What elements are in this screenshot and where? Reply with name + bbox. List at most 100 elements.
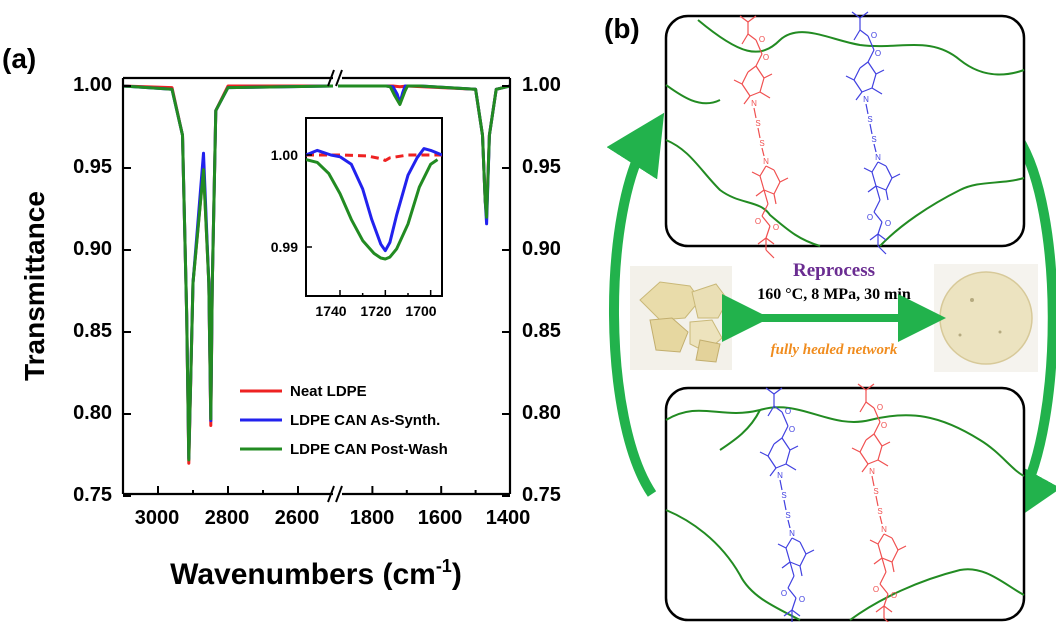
svg-text:N: N (777, 471, 783, 480)
series-line-2-left (124, 84, 334, 462)
right-y-tick-label: 0.90 (522, 238, 561, 260)
x-tick-label: 2800 (205, 507, 250, 529)
series-line-1-left (124, 84, 334, 460)
right-y-tick-labels: 1.00 0.95 0.90 0.85 0.80 0.75 (522, 74, 561, 506)
inset-ticks (306, 154, 432, 296)
right-y-tick-label: 0.85 (522, 320, 561, 342)
svg-text:O: O (763, 53, 769, 62)
inset-x-tick-label: 1720 (360, 303, 391, 319)
axis-break-marks (327, 69, 343, 503)
series-line-2-right (338, 84, 510, 219)
y-axis-title: Transmittance (19, 191, 50, 381)
cycle-arrow-left (606, 112, 665, 497)
reprocess-conditions: 160 °C, 8 MPa, 30 min (757, 286, 911, 303)
svg-text:N: N (863, 95, 869, 104)
svg-text:N: N (789, 529, 795, 538)
panel-a-label: (a) (2, 43, 36, 74)
polymer-chains (665, 406, 1025, 621)
legend-item-post-wash: LDPE CAN Post-Wash (240, 441, 448, 458)
polymer-chains (665, 19, 1025, 247)
svg-text:S: S (755, 119, 760, 128)
legend-label: LDPE CAN Post-Wash (290, 441, 448, 458)
svg-text:S: S (781, 491, 786, 500)
inset-series-line-2 (306, 158, 439, 261)
svg-text:O: O (789, 425, 795, 434)
inset-x-tick-label: 1700 (405, 303, 436, 319)
svg-text:N: N (875, 153, 881, 162)
x-tick-label: 1600 (418, 507, 463, 529)
inset-y-tick-label: 1.00 (271, 147, 298, 163)
x-tick-label: 2600 (275, 507, 320, 529)
inset-x-tick-label: 1740 (315, 303, 346, 319)
left-y-tick-label: 1.00 (73, 74, 112, 96)
reprocess-title: Reprocess (793, 260, 875, 281)
svg-text:S: S (877, 507, 882, 516)
svg-text:N: N (869, 467, 875, 476)
svg-text:O: O (785, 407, 791, 416)
svg-text:O: O (873, 585, 879, 594)
legend-item-neat-ldpe: Neat LDPE (240, 383, 367, 400)
svg-text:O: O (871, 31, 877, 40)
left-y-tick-label: 0.80 (73, 402, 112, 424)
svg-text:N: N (881, 525, 887, 534)
main-series-left-segment (124, 84, 334, 465)
svg-text:N: N (751, 99, 757, 108)
legend-label: LDPE CAN As-Synth. (290, 412, 440, 429)
x-axis-title-sup: -1 (436, 556, 452, 576)
svg-text:O: O (781, 589, 787, 598)
left-y-tick-label: 0.85 (73, 320, 112, 342)
left-y-tick-label: 0.95 (73, 156, 112, 178)
right-y-tick-label: 0.80 (522, 402, 561, 424)
right-y-tick-label: 1.00 (522, 74, 561, 96)
svg-text:S: S (871, 135, 876, 144)
inset-frame (305, 117, 443, 297)
left-y-tick-label: 0.75 (73, 484, 112, 506)
legend: Neat LDPE LDPE CAN As-Synth. LDPE CAN Po… (240, 383, 448, 458)
legend-item-as-synth: LDPE CAN As-Synth. (240, 412, 440, 429)
main-series-right-segment (338, 84, 510, 226)
svg-text:O: O (773, 223, 779, 232)
inset-series (306, 147, 442, 261)
left-y-tick-label: 0.90 (73, 238, 112, 260)
x-tick-label: 3000 (135, 507, 180, 529)
cycle-arrow-right (1005, 135, 1056, 527)
right-y-tick-label: 0.95 (522, 156, 561, 178)
svg-text:S: S (867, 115, 872, 124)
inset-plot: 1.00 0.99 1740 1720 1700 (271, 117, 443, 319)
svg-text:S: S (785, 511, 790, 520)
svg-text:S: S (759, 139, 764, 148)
right-y-tick-label: 0.75 (522, 484, 561, 506)
svg-text:O: O (891, 591, 897, 600)
inset-y-tick-label: 0.99 (271, 239, 298, 255)
x-tick-label: 1800 (350, 507, 395, 529)
x-axis-title-main: Wavenumbers (cm (170, 558, 436, 591)
svg-text:O: O (799, 595, 805, 604)
inset-tick-labels: 1.00 0.99 1740 1720 1700 (271, 147, 437, 319)
svg-text:S: S (873, 487, 878, 496)
left-y-tick-labels: 1.00 0.95 0.90 0.85 0.80 0.75 (73, 74, 112, 506)
inset-series-line-1 (306, 147, 442, 253)
svg-text:O: O (867, 213, 873, 222)
axes-frame (121, 76, 512, 496)
legend-label: Neat LDPE (290, 383, 367, 400)
svg-text:N: N (763, 157, 769, 166)
x-axis-title: Wavenumbers (cm-1) (170, 556, 462, 591)
series-line-0-left (124, 84, 333, 465)
axis-ticks (123, 85, 511, 497)
svg-text:O: O (875, 49, 881, 58)
granules-photo (630, 266, 732, 370)
x-tick-label: 1400 (486, 507, 531, 529)
svg-text:O: O (755, 217, 761, 226)
svg-text:O: O (759, 35, 765, 44)
panel-b-label: (b) (604, 13, 640, 44)
healed-network-label: fully healed network (771, 342, 898, 358)
x-axis-title-close: ) (452, 558, 462, 591)
healed-disk-photo (934, 264, 1038, 372)
svg-text:O: O (885, 219, 891, 228)
